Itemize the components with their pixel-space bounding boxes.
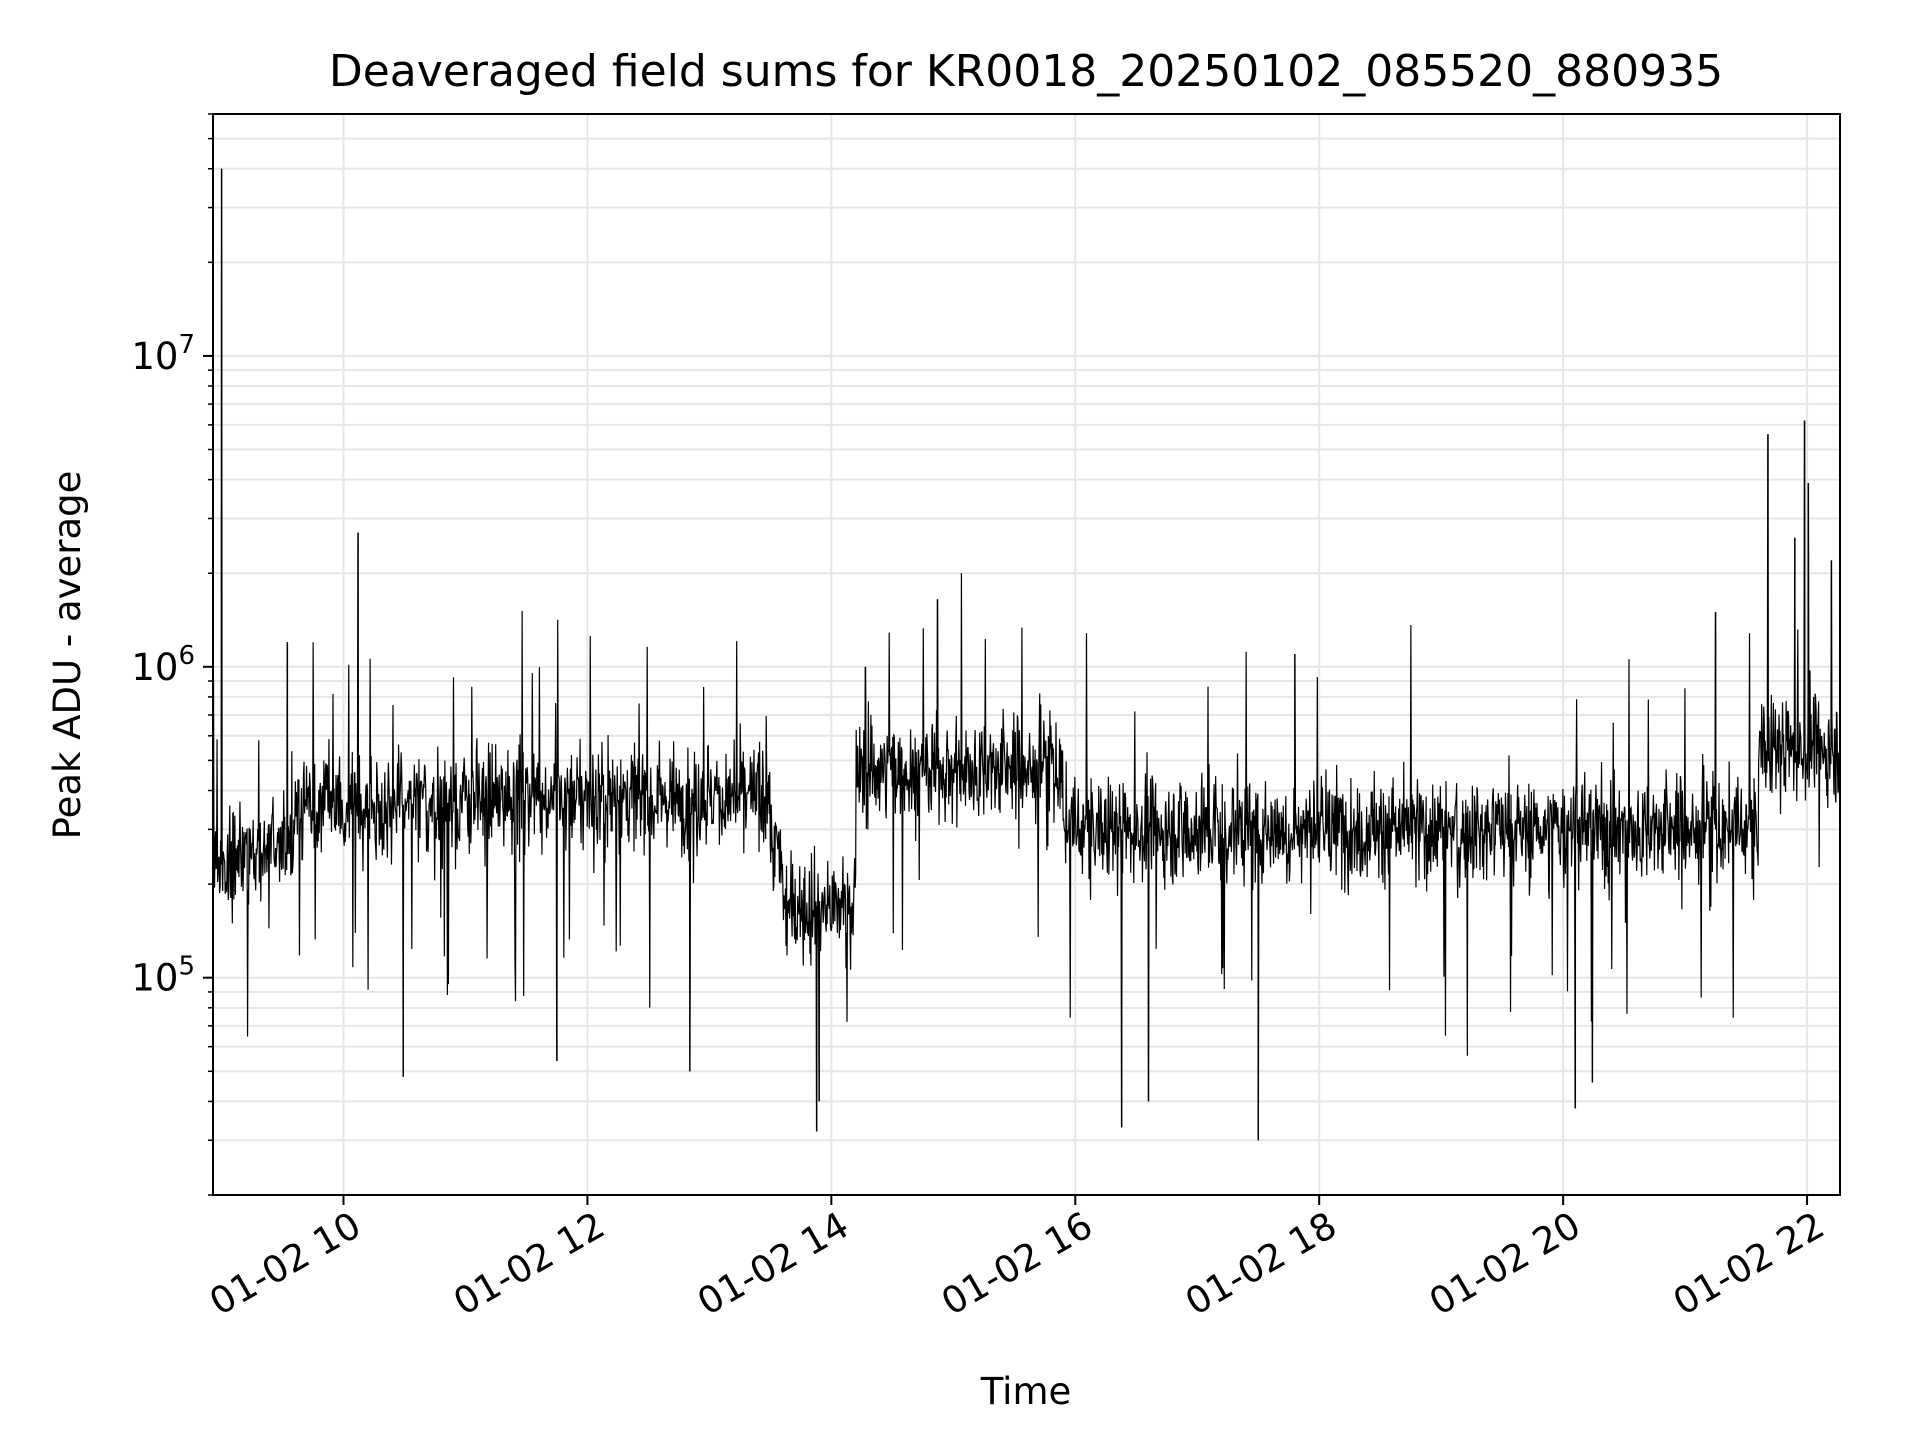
y-tick-label: 105	[131, 952, 195, 1000]
y-tick-label: 107	[131, 330, 195, 378]
x-axis-label: Time	[980, 1370, 1072, 1413]
chart-title: Deaveraged field sums for KR0018_2025010…	[329, 46, 1723, 97]
plot-frame	[212, 113, 1841, 1196]
y-tick-label: 106	[131, 641, 195, 689]
y-axis-label: Peak ADU - average	[46, 471, 89, 840]
series-path	[212, 168, 1841, 1141]
series-line	[212, 168, 1841, 1141]
